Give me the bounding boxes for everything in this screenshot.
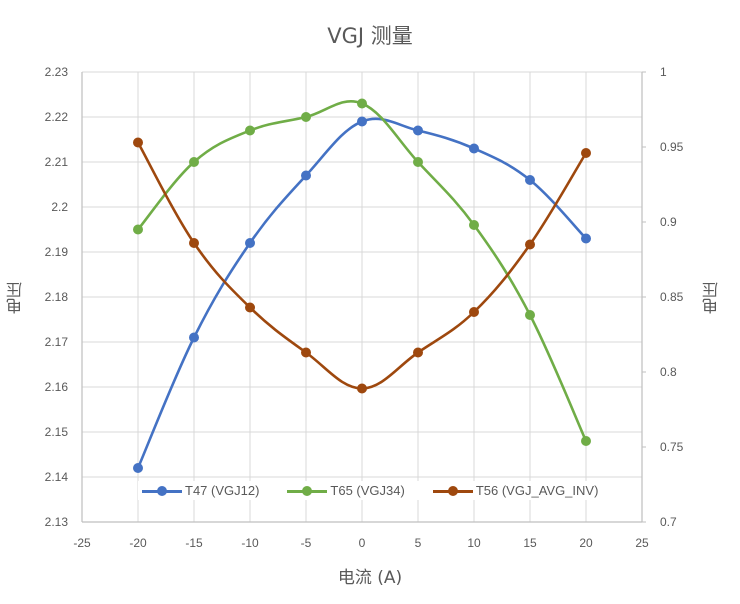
data-point <box>581 148 591 158</box>
svg-text:0: 0 <box>359 536 366 550</box>
data-point <box>469 307 479 317</box>
svg-text:0.95: 0.95 <box>660 140 684 154</box>
data-point <box>413 125 423 136</box>
y-axis-left-ticks: 2.23 2.22 2.21 2.2 2.19 2.18 2.17 2.16 2.15 2.14 2… <box>45 65 69 529</box>
x-axis-ticks: -25 -20 -15 -10 -5 0 5 10 15 20 25 <box>73 536 649 550</box>
gridlines <box>81 71 643 523</box>
y-axis-left-label: 电压 <box>6 282 25 314</box>
svg-text:25: 25 <box>635 536 649 550</box>
legend-label: T47 (VGJ12) <box>185 483 260 498</box>
svg-text:2.16: 2.16 <box>45 380 69 394</box>
legend-item-t65: T65 (VGJ34) <box>287 483 405 498</box>
data-point <box>357 383 367 394</box>
data-point <box>301 347 311 358</box>
svg-text:-20: -20 <box>129 536 147 550</box>
svg-text:5: 5 <box>415 536 422 550</box>
svg-text:0.8: 0.8 <box>660 365 677 379</box>
svg-text:2.2: 2.2 <box>51 200 68 214</box>
svg-text:2.15: 2.15 <box>45 425 69 439</box>
svg-text:10: 10 <box>467 536 481 550</box>
svg-text:0.9: 0.9 <box>660 215 677 229</box>
data-point <box>469 143 479 154</box>
data-point <box>581 233 591 244</box>
svg-text:2.14: 2.14 <box>45 470 69 484</box>
data-point <box>581 436 591 446</box>
data-point <box>133 463 143 473</box>
data-point <box>245 238 255 248</box>
svg-text:2.22: 2.22 <box>45 110 69 124</box>
series-2 <box>133 137 591 394</box>
legend-marker-icon <box>287 485 328 496</box>
legend-marker-icon <box>142 485 182 496</box>
series-0 <box>133 116 591 473</box>
chart-legend: T47 (VGJ12) T65 (VGJ34) T56 (VGJ_AVG_INV… <box>138 481 603 500</box>
data-point <box>525 239 535 250</box>
data-point <box>189 157 199 167</box>
legend-label: T56 (VGJ_AVG_INV) <box>475 483 599 498</box>
data-point <box>133 224 143 235</box>
svg-text:0.85: 0.85 <box>660 290 684 304</box>
svg-text:2.17: 2.17 <box>45 335 69 349</box>
legend-label: T65 (VGJ34) <box>330 483 405 498</box>
svg-text:1: 1 <box>660 65 667 79</box>
data-point <box>301 170 311 181</box>
data-point <box>245 125 255 136</box>
data-point <box>189 238 199 248</box>
svg-text:0.7: 0.7 <box>660 515 677 529</box>
legend-item-t47: T47 (VGJ12) <box>142 483 259 498</box>
data-point <box>413 347 423 358</box>
x-axis-label: 电流 (A) <box>337 568 403 588</box>
data-series <box>133 98 591 473</box>
data-point <box>413 157 423 167</box>
svg-text:-5: -5 <box>301 536 312 550</box>
data-point <box>469 220 479 230</box>
y-axis-right-label: 电压 <box>702 282 721 314</box>
data-point <box>525 175 535 185</box>
data-point <box>133 137 143 148</box>
series-1 <box>133 98 591 446</box>
data-point <box>301 112 311 122</box>
svg-text:2.18: 2.18 <box>45 290 69 304</box>
svg-text:-10: -10 <box>241 536 259 550</box>
chart-title: VGJ 测量 <box>327 24 413 48</box>
svg-text:2.13: 2.13 <box>45 515 69 529</box>
data-point <box>357 116 367 127</box>
data-point <box>357 98 367 109</box>
legend-item-t56: T56 (VGJ_AVG_INV) <box>432 483 599 498</box>
y-axis-right-ticks: 1 0.95 0.9 0.85 0.8 0.75 0.7 <box>642 65 684 529</box>
data-point <box>525 310 535 320</box>
svg-text:15: 15 <box>523 536 537 550</box>
data-point <box>245 302 255 313</box>
svg-text:-25: -25 <box>73 536 91 550</box>
svg-text:2.21: 2.21 <box>45 155 69 169</box>
svg-text:-15: -15 <box>185 536 203 550</box>
svg-text:2.23: 2.23 <box>45 65 69 79</box>
svg-text:0.75: 0.75 <box>660 440 684 454</box>
svg-text:20: 20 <box>579 536 593 550</box>
svg-text:2.19: 2.19 <box>45 245 69 259</box>
data-point <box>189 332 199 343</box>
legend-marker-icon <box>432 485 473 496</box>
